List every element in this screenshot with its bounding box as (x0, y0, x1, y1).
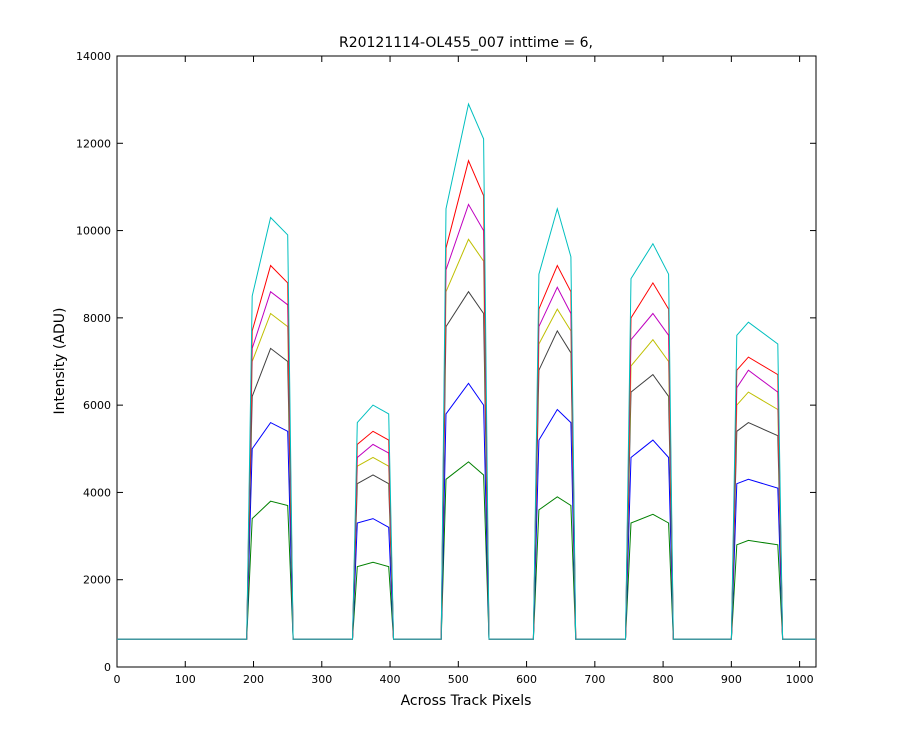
x-tick-label: 600 (516, 673, 537, 686)
x-tick-label: 500 (448, 673, 469, 686)
x-tick-label: 200 (243, 673, 264, 686)
y-tick-label: 8000 (83, 312, 111, 325)
x-tick-label: 1000 (786, 673, 814, 686)
x-tick-label: 100 (175, 673, 196, 686)
y-tick-label: 6000 (83, 399, 111, 412)
y-tick-label: 14000 (76, 50, 111, 63)
y-tick-label: 4000 (83, 486, 111, 499)
y-tick-label: 12000 (76, 137, 111, 150)
x-tick-label: 400 (380, 673, 401, 686)
y-tick-label: 2000 (83, 574, 111, 587)
chart-title: R20121114-OL455_007 inttime = 6, (339, 35, 593, 51)
y-tick-label: 10000 (76, 225, 111, 238)
x-axis-label: Across Track Pixels (401, 693, 532, 709)
x-tick-label: 700 (584, 673, 605, 686)
x-tick-label: 900 (721, 673, 742, 686)
axes-frame (116, 55, 817, 668)
series-layer (117, 102, 816, 640)
x-tick-label: 800 (653, 673, 674, 686)
series-line-1 (117, 102, 816, 640)
x-tick-label: 0 (114, 673, 121, 686)
ticks-layer: 0 100 200 300 400 500 600 700 800 900 100002000400… (76, 50, 816, 686)
x-tick-label: 300 (311, 673, 332, 686)
y-axis-label: Intensity (ADU) (52, 308, 68, 415)
y-tick-label: 0 (104, 661, 111, 674)
